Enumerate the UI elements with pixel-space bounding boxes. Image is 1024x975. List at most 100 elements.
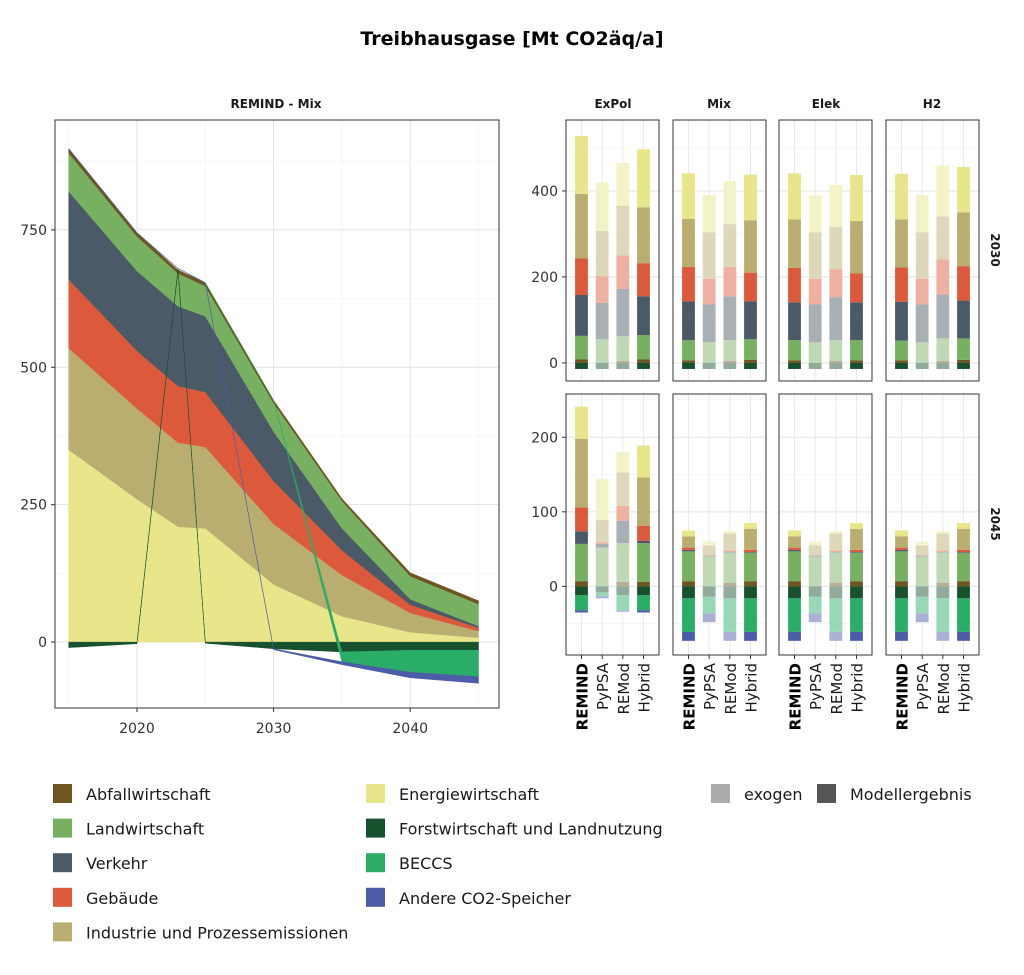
bar-segment-energiewirtschaft	[895, 173, 908, 220]
bar-segment-landwirtschaft	[702, 342, 716, 363]
bar-x-category-label: REMod	[722, 663, 740, 715]
bar-segment-gebaeude	[808, 555, 822, 556]
bar-segment-forstwirtschaft-und-landnutzung	[702, 362, 716, 369]
bar-hybrid	[637, 445, 650, 613]
bar-segment-industrie-und-prozessemissionen	[829, 227, 843, 270]
bar-segment-industrie-und-prozessemissionen	[616, 472, 630, 506]
bar-segment-andere-co2-speicher	[682, 631, 695, 641]
bar-remind	[575, 406, 588, 613]
bar-segment-industrie-und-prozessemissionen	[915, 545, 929, 556]
bar-segment-energiewirtschaft	[808, 541, 822, 546]
bar-segment-verkehr	[744, 301, 757, 340]
bar-segment-energiewirtschaft	[788, 530, 801, 537]
bar-segment-industrie-und-prozessemissionen	[595, 230, 609, 277]
legend-item-andere-co2-speicher: Andere CO2-Speicher	[366, 887, 571, 908]
bar-segment-landwirtschaft	[723, 552, 737, 583]
y-tick-label: 500	[20, 360, 47, 376]
bar-segment-forstwirtschaft-und-landnutzung	[575, 586, 588, 596]
bar-segment-industrie-und-prozessemissionen	[808, 545, 822, 556]
area-panel-strip: REMIND - Mix	[231, 97, 322, 111]
bar-segment-abfallwirtschaft	[957, 581, 970, 587]
bar-segment-industrie-und-prozessemissionen	[595, 520, 609, 543]
legend-label: Abfallwirtschaft	[86, 785, 211, 804]
bar-segment-energiewirtschaft	[575, 135, 588, 194]
bar-segment-gebaeude	[616, 505, 630, 521]
bar-segment-verkehr	[788, 302, 801, 341]
bar-segment-gebaeude	[744, 272, 757, 302]
bar-segment-industrie-und-prozessemissionen	[895, 536, 908, 548]
legend-type-modellergebnis: Modellergebnis	[817, 784, 972, 804]
bar-segment-andere-co2-speicher	[723, 631, 737, 641]
bar-segment-industrie-und-prozessemissionen	[682, 536, 695, 548]
bar-segment-energiewirtschaft	[829, 184, 843, 228]
bar-segment-forstwirtschaft-und-landnutzung	[829, 586, 843, 599]
bar-segment-verkehr	[595, 543, 609, 548]
bar-segment-industrie-und-prozessemissionen	[682, 218, 695, 268]
bar-segment-abfallwirtschaft	[788, 581, 801, 587]
bar-segment-verkehr	[595, 302, 609, 340]
bar-remind	[788, 173, 801, 369]
bar-panel-h2-2030	[885, 119, 980, 382]
bar-x-category-label: REMod	[935, 663, 953, 715]
bar-panel-h2-2045: REMIND PyPSA REMod Hybrid	[885, 393, 980, 730]
bar-segment-abfallwirtschaft	[936, 582, 950, 587]
bar-segment-gebaeude	[915, 555, 929, 556]
bar-segment-energiewirtschaft	[850, 175, 863, 222]
bar-segment-landwirtschaft	[788, 551, 801, 582]
bar-segment-verkehr	[895, 301, 908, 341]
bar-y-tick-label: 0	[549, 579, 558, 595]
bar-segment-landwirtschaft	[595, 547, 609, 587]
bar-segment-energiewirtschaft	[723, 181, 737, 225]
bar-segment-landwirtschaft	[744, 552, 757, 582]
bar-segment-energiewirtschaft	[616, 452, 630, 473]
bar-y-tick-label: 0	[549, 356, 558, 372]
bar-segment-andere-co2-speicher	[829, 631, 843, 641]
bar-segment-energiewirtschaft	[957, 523, 970, 529]
bar-remod	[936, 531, 950, 641]
legend-item-gebaeude: Gebäude	[53, 887, 158, 908]
bar-segment-industrie-und-prozessemissionen	[829, 533, 843, 551]
bar-segment-industrie-und-prozessemissionen	[744, 220, 757, 273]
bar-x-category-label: REMIND	[574, 663, 592, 730]
bar-segment-verkehr	[808, 304, 822, 343]
bar-segment-abfallwirtschaft	[744, 581, 757, 587]
bar-segment-gebaeude	[915, 278, 929, 305]
bar-segment-landwirtschaft	[682, 340, 695, 361]
bar-segment-beccs	[829, 598, 843, 632]
legend-swatch	[711, 784, 730, 803]
bar-segment-abfallwirtschaft	[682, 581, 695, 587]
bar-segment-andere-co2-speicher	[637, 610, 650, 613]
bar-segment-abfallwirtschaft	[788, 360, 801, 363]
legend-swatch	[817, 784, 836, 803]
legend-label: exogen	[744, 785, 802, 804]
bar-remod	[616, 162, 630, 369]
bar-segment-energiewirtschaft	[637, 445, 650, 478]
bar-segment-beccs	[957, 598, 970, 632]
bar-segment-industrie-und-prozessemissionen	[936, 533, 950, 551]
bar-segment-forstwirtschaft-und-landnutzung	[936, 586, 950, 599]
bar-segment-industrie-und-prozessemissionen	[723, 533, 737, 551]
bar-panel-border	[885, 393, 980, 656]
bar-pypsa	[702, 541, 716, 623]
bar-segment-energiewirtschaft	[616, 162, 630, 206]
column-strip-expol: ExPol	[594, 97, 631, 111]
bar-segment-abfallwirtschaft	[850, 360, 863, 363]
bar-segment-landwirtschaft	[575, 335, 588, 360]
legend-label: Energiewirtschaft	[399, 785, 539, 804]
legend: Abfallwirtschaft Landwirtschaft Verkehr Geb…	[53, 784, 972, 942]
bar-segment-industrie-und-prozessemissionen	[637, 477, 650, 526]
bar-segment-abfallwirtschaft	[957, 359, 970, 363]
bar-segment-andere-co2-speicher	[788, 631, 801, 641]
bar-panel-expol-2030: 0 200 400	[531, 119, 660, 382]
bar-segment-industrie-und-prozessemissionen	[616, 205, 630, 256]
bar-segment-forstwirtschaft-und-landnutzung	[957, 586, 970, 599]
bar-segment-industrie-und-prozessemissionen	[936, 216, 950, 260]
bar-remind	[788, 530, 801, 641]
bar-panel-elek-2030	[778, 119, 873, 382]
bar-segment-beccs	[723, 598, 737, 632]
bar-segment-forstwirtschaft-und-landnutzung	[723, 362, 737, 369]
bar-chart-grid: ExPol Mix Elek H2 2030 2045 0 200 400 0 100 2…	[531, 97, 1002, 730]
bar-segment-forstwirtschaft-und-landnutzung	[895, 586, 908, 599]
bar-y-tick-label: 400	[531, 184, 558, 200]
